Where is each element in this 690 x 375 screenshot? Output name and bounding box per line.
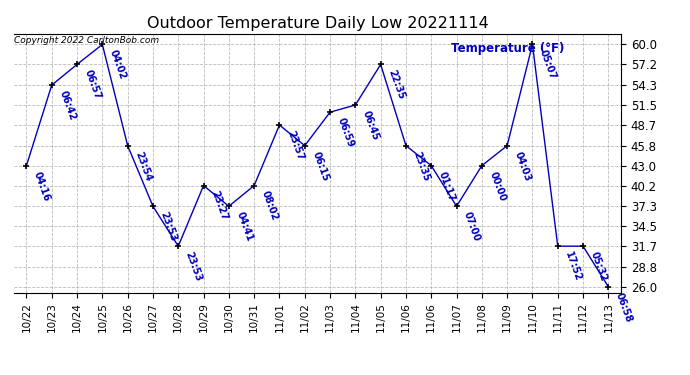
Text: 04:41: 04:41 [235,210,255,243]
Text: 06:15: 06:15 [310,150,331,182]
Text: 06:59: 06:59 [335,116,355,149]
Text: 06:45: 06:45 [361,109,381,142]
Text: 17:52: 17:52 [563,251,583,283]
Text: 06:57: 06:57 [83,69,103,101]
Text: 06:42: 06:42 [57,89,77,122]
Text: Temperature (°F): Temperature (°F) [451,42,564,54]
Text: 00:00: 00:00 [487,170,507,202]
Text: 04:03: 04:03 [513,150,533,182]
Title: Outdoor Temperature Daily Low 20221114: Outdoor Temperature Daily Low 20221114 [146,16,489,31]
Text: 01:17: 01:17 [437,170,457,202]
Text: Copyright 2022 CarltonBob.com: Copyright 2022 CarltonBob.com [14,36,159,45]
Text: 04:02: 04:02 [108,49,128,81]
Text: 23:53: 23:53 [159,210,179,243]
Text: 23:57: 23:57 [285,129,305,162]
Text: 06:58: 06:58 [614,291,634,324]
Text: 23:27: 23:27 [209,190,229,222]
Text: 05:32: 05:32 [589,251,609,283]
Text: 04:16: 04:16 [32,170,52,202]
Text: 23:35: 23:35 [411,150,431,182]
Text: 23:53: 23:53 [184,251,204,283]
Text: 08:02: 08:02 [259,190,279,222]
Text: 22:35: 22:35 [386,69,406,101]
Text: 23:54: 23:54 [133,150,153,182]
Text: 07:00: 07:00 [462,210,482,243]
Text: 05:07: 05:07 [538,49,558,81]
